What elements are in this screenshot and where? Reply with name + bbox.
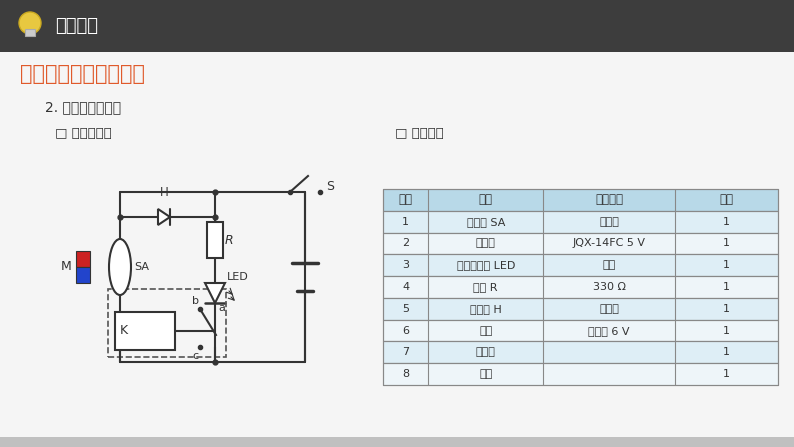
Bar (383, 298, 778, 320)
Text: 5: 5 (403, 304, 409, 314)
Text: R: R (225, 233, 233, 246)
Text: LED: LED (227, 272, 249, 282)
Text: 序号: 序号 (399, 194, 413, 207)
Bar (383, 320, 778, 342)
Text: 绿色: 绿色 (603, 260, 616, 270)
Text: 1: 1 (723, 282, 730, 292)
Text: 7: 7 (402, 347, 409, 357)
Text: K: K (120, 325, 128, 337)
Text: 1: 1 (723, 260, 730, 270)
Text: H: H (160, 186, 168, 199)
Text: 8: 8 (402, 369, 409, 379)
Text: 继电器: 继电器 (476, 238, 495, 249)
Polygon shape (158, 209, 170, 225)
Bar (115, 312, 175, 350)
Text: 发光二极管 LED: 发光二极管 LED (457, 260, 515, 270)
Text: 1: 1 (723, 347, 730, 357)
Text: 6: 6 (403, 325, 409, 336)
Bar (76, 251, 90, 267)
Text: 1: 1 (723, 217, 730, 227)
Text: □ 实验电路图: □ 实验电路图 (55, 127, 112, 140)
Bar (383, 276, 778, 298)
Ellipse shape (109, 239, 131, 295)
Text: 4: 4 (402, 282, 409, 292)
Text: 数量: 数量 (719, 194, 734, 207)
Bar (383, 189, 778, 211)
Bar (383, 232, 778, 254)
Text: □ 实验器材: □ 实验器材 (395, 127, 444, 140)
Text: 330 Ω: 330 Ω (592, 282, 626, 292)
Text: 一、门窗防盗报警装置: 一、门窗防盗报警装置 (20, 64, 145, 84)
Text: 有源型: 有源型 (599, 304, 619, 314)
Text: 1: 1 (723, 325, 730, 336)
Text: 1: 1 (723, 304, 730, 314)
Bar (108, 289, 226, 357)
Text: 3: 3 (403, 260, 409, 270)
Text: JQX-14FC 5 V: JQX-14FC 5 V (572, 238, 646, 249)
Text: 常开型: 常开型 (599, 217, 619, 227)
Text: 干簧管 SA: 干簧管 SA (467, 217, 505, 227)
Bar (383, 211, 778, 232)
Text: c: c (192, 351, 198, 361)
Bar (0, 0, 794, 52)
Bar (383, 363, 778, 385)
Polygon shape (205, 283, 225, 303)
Text: SA: SA (134, 262, 149, 272)
Text: 2: 2 (402, 238, 409, 249)
Text: 名称: 名称 (479, 194, 493, 207)
Bar (0, 52, 794, 447)
Bar (76, 267, 90, 283)
Bar (207, 222, 223, 258)
Text: 干电池 6 V: 干电池 6 V (588, 325, 630, 336)
Text: 1: 1 (403, 217, 409, 227)
Text: 规格型号: 规格型号 (596, 194, 623, 207)
Bar (383, 342, 778, 363)
Text: 开关: 开关 (479, 369, 492, 379)
Circle shape (19, 12, 41, 34)
Text: 新知讲解: 新知讲解 (55, 17, 98, 35)
Text: M: M (61, 261, 72, 274)
Text: 1: 1 (723, 238, 730, 249)
Text: 电阱 R: 电阱 R (473, 282, 498, 292)
Text: 2. 实验器材和装置: 2. 实验器材和装置 (45, 100, 121, 114)
Text: 1: 1 (723, 369, 730, 379)
Bar (383, 254, 778, 276)
Text: 电源: 电源 (479, 325, 492, 336)
Bar (25, 29, 35, 36)
Text: S: S (326, 181, 334, 194)
Text: b: b (192, 296, 199, 306)
Bar (0, 437, 794, 447)
Text: 小磁体: 小磁体 (476, 347, 495, 357)
Text: a: a (218, 303, 225, 313)
Text: 蜂鸣器 H: 蜂鸣器 H (470, 304, 502, 314)
